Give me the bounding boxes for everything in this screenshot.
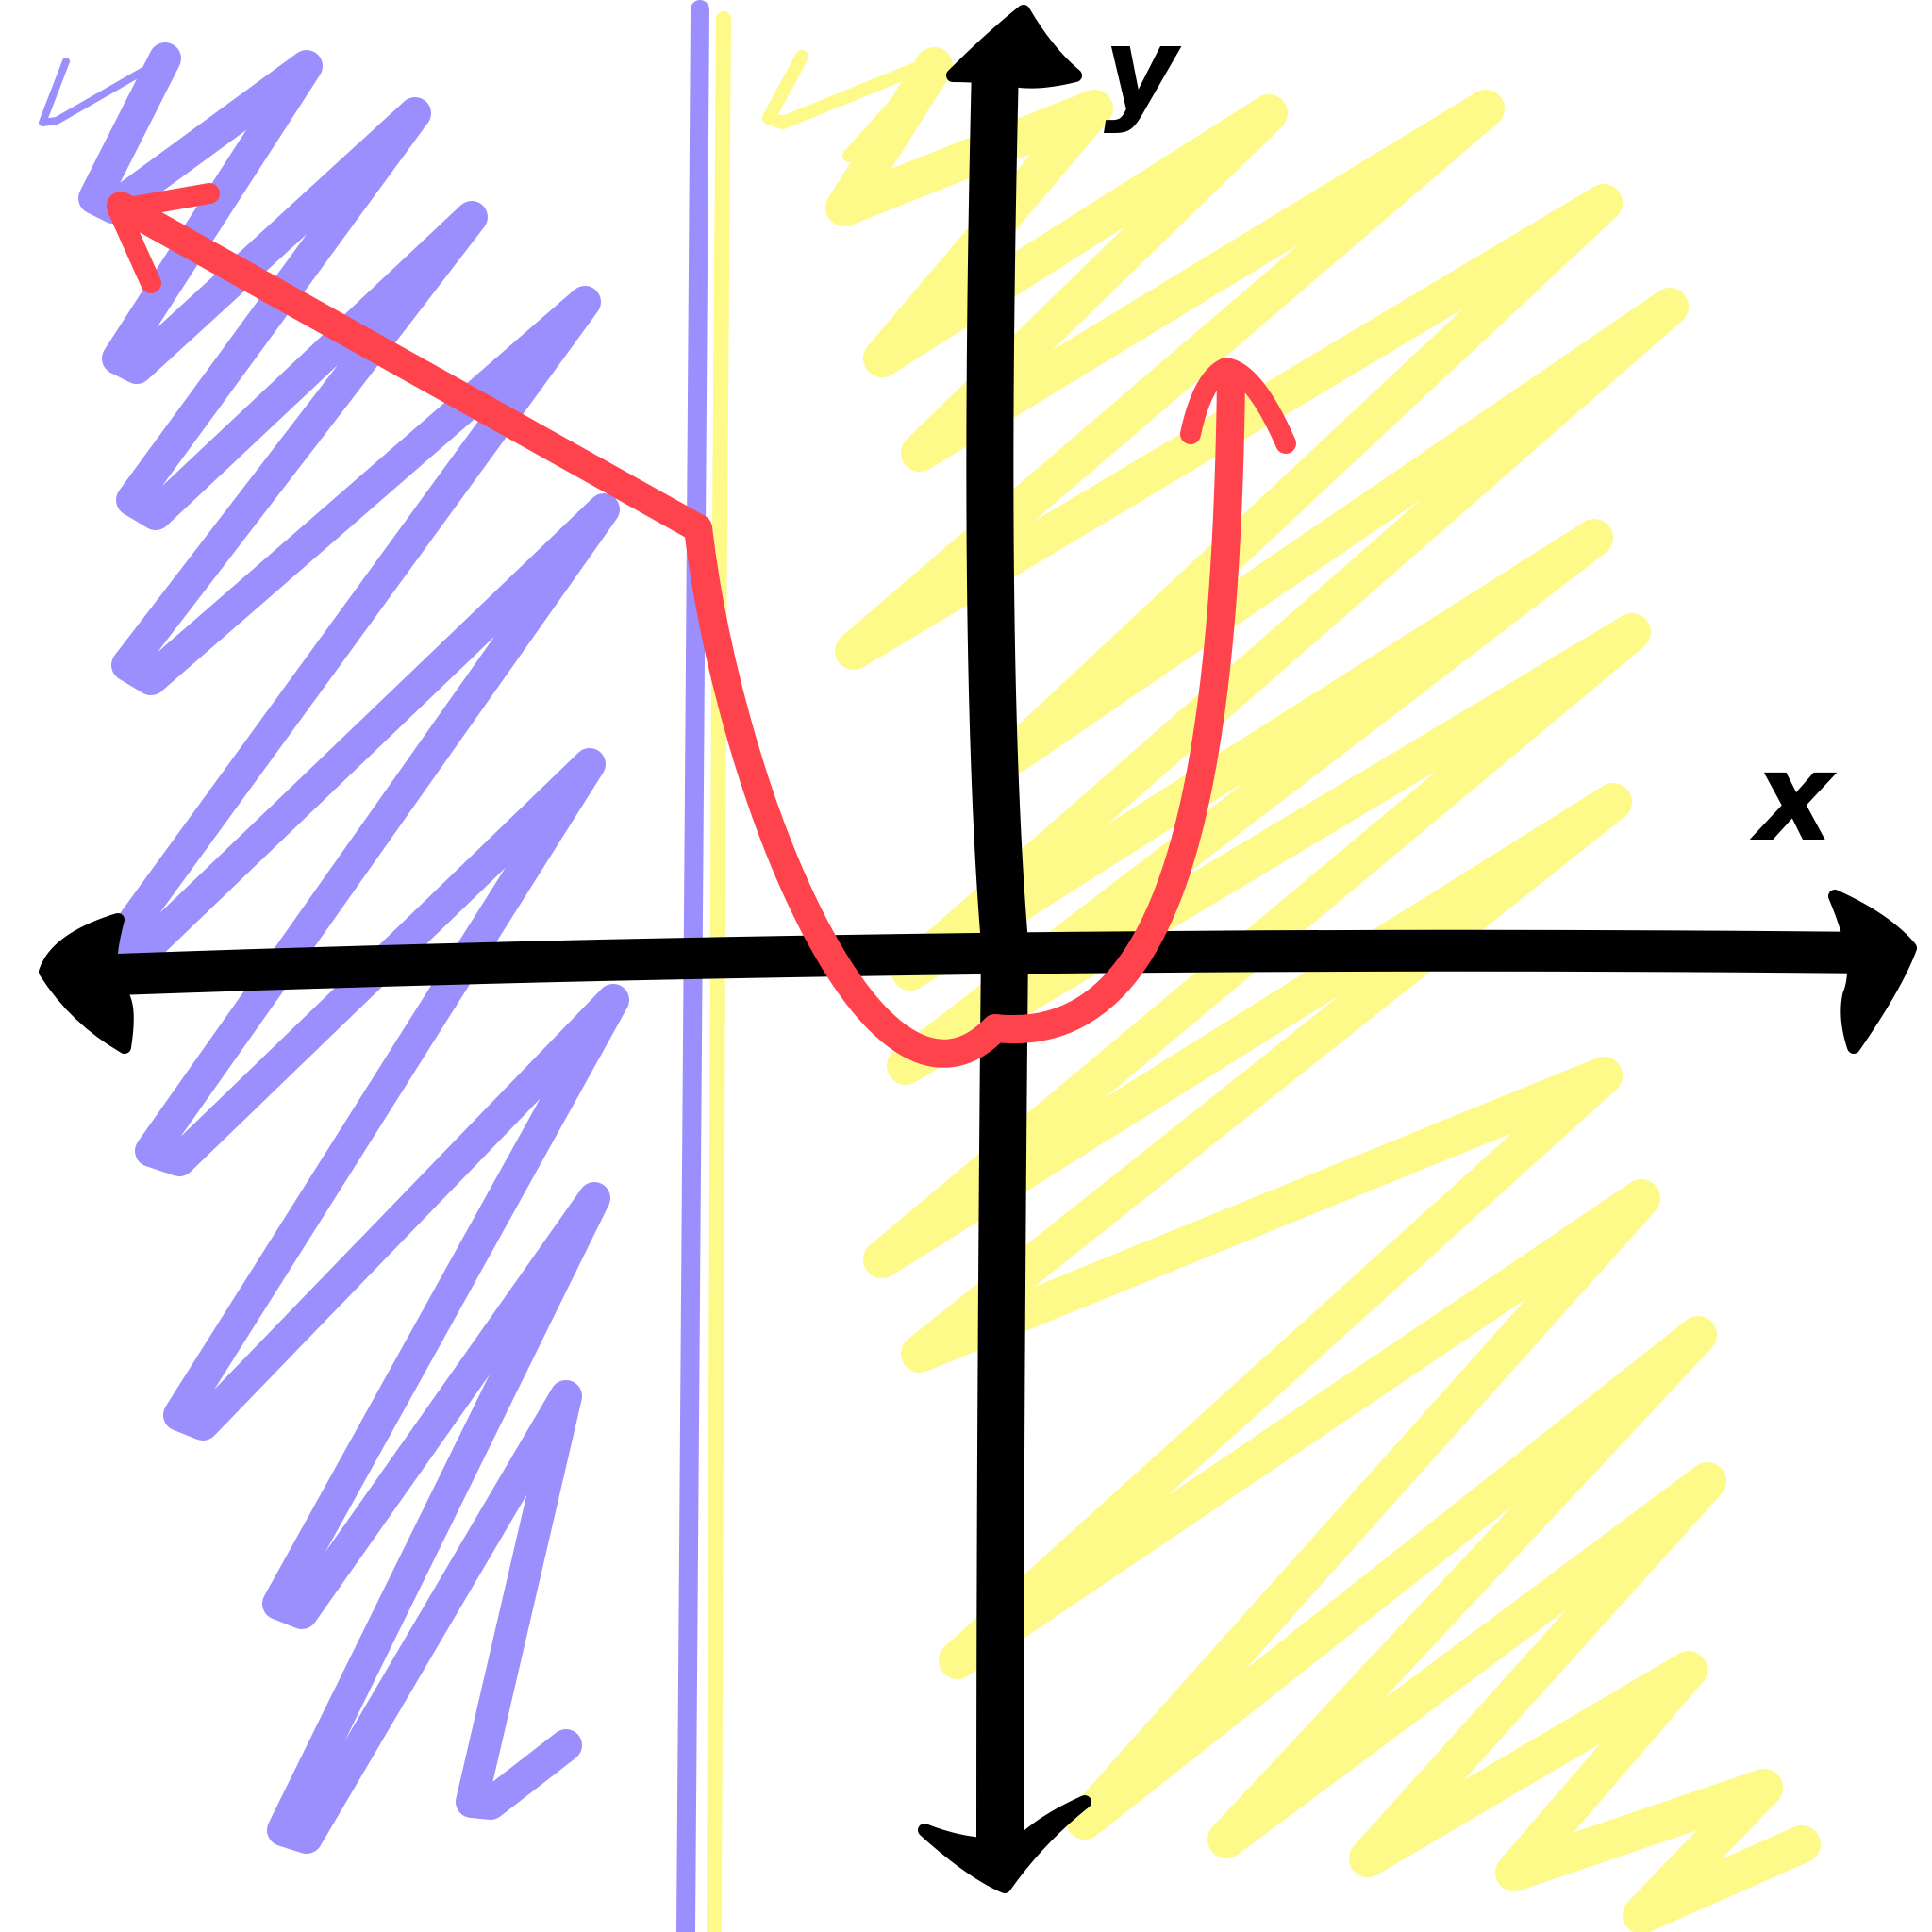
- right-arrowhead: [1180, 358, 1296, 454]
- y-axis: [918, 5, 1091, 1893]
- x-axis-label: x: [1749, 725, 1838, 869]
- function-curve: [107, 183, 1296, 1068]
- y-axis-bottom-arrowhead: [918, 1795, 1091, 1893]
- y-axis-top-arrowhead: [946, 5, 1082, 89]
- x-axis-right-arrowhead: [1828, 890, 1917, 1054]
- left-boundary-line: [676, 0, 709, 1932]
- left-arrowhead: [108, 183, 220, 293]
- left-region-scribble: [78, 42, 629, 1854]
- y-axis-line: [966, 42, 1029, 1873]
- x-axis: [39, 890, 1917, 1054]
- right-region-scribble: [825, 47, 1821, 1932]
- x-axis-line: [45, 929, 1898, 997]
- left-region-shading: [39, 42, 629, 1854]
- right-region-shading: [762, 47, 1821, 1932]
- left-linear-piece: [107, 192, 712, 542]
- x-axis-left-arrowhead: [39, 913, 134, 1054]
- parabola-piece: [684, 363, 1245, 1068]
- y-axis-label: y: [1104, 5, 1182, 136]
